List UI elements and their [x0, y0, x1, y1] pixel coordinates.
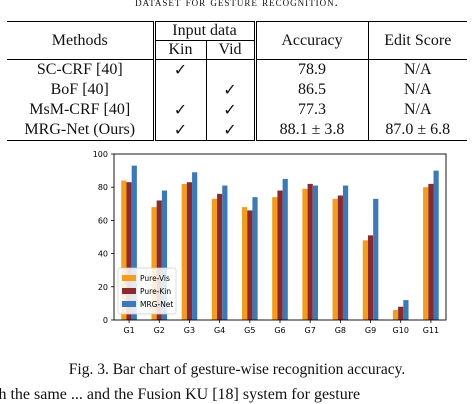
- bar-pure-vis-g11: [423, 187, 429, 320]
- x-tick-label: G8: [335, 326, 346, 335]
- row-method: MRG-Net (Ours): [7, 120, 156, 141]
- table-row: BoF [40] ✓ 86.5 N/A: [7, 80, 467, 100]
- x-tick-label: G3: [184, 326, 195, 335]
- bar-pure-vis-g3: [181, 183, 187, 320]
- table-row: SC-CRF [40] ✓ 78.9 N/A: [7, 59, 467, 80]
- x-tick-label: G6: [274, 326, 285, 335]
- legend-label-pure-kin: Pure-Kin: [140, 287, 171, 296]
- x-tick-label: G2: [154, 326, 165, 335]
- bar-chart: 0 20 40 60 80 100 G1 G2 G3 G4 G5 G6 G7 G8 G9 G10 G11 Pure…: [0, 146, 474, 342]
- y-tick-label: 0: [103, 316, 108, 325]
- header-kin: Kin: [154, 40, 207, 60]
- bar-pure-kin-g3: [186, 182, 193, 320]
- x-tick-label: G7: [305, 326, 316, 335]
- bar-mrg-net-g7: [312, 185, 318, 320]
- bar-pure-kin-g9: [367, 235, 374, 320]
- row-method: MsM-CRF [40]: [7, 100, 156, 120]
- row-edit-score: N/A: [368, 59, 467, 80]
- bar-mrg-net-g11: [433, 170, 439, 320]
- bar-pure-kin-g8: [337, 195, 343, 320]
- x-tick-label: G5: [244, 326, 255, 335]
- bar-pure-kin-g1: [126, 182, 132, 320]
- bar-pure-kin-g6: [277, 190, 283, 320]
- row-kin-check: ✓: [154, 100, 207, 120]
- header-vid: Vid: [206, 40, 257, 60]
- results-table: Methods Input data Accuracy Edit Score K…: [7, 21, 467, 141]
- bar-pure-kin-g11: [428, 183, 434, 320]
- bar-mrg-net-g6: [282, 178, 288, 320]
- row-edit-score: N/A: [403, 81, 432, 98]
- bar-mrg-net-g5: [252, 197, 258, 320]
- bar-chart-svg: 0 20 40 60 80 100 G1 G2 G3 G4 G5 G6 G7 G8 G9 G10 G11 Pure…: [93, 150, 447, 335]
- header-edit-score: Edit Score: [368, 21, 467, 60]
- row-method: SC-CRF [40]: [7, 59, 156, 80]
- body-text-line: th the same ... and the Fusion KU [18] s…: [0, 386, 361, 403]
- bar-pure-kin-g7: [307, 183, 313, 320]
- bar-pure-vis-g5: [242, 207, 248, 320]
- bar-mrg-net-g1: [131, 165, 137, 320]
- y-tick-label: 40: [98, 250, 108, 259]
- bar-mrg-net-g9: [373, 198, 379, 320]
- bar-pure-vis-g2: [151, 207, 157, 320]
- y-tick-label: 100: [93, 150, 108, 159]
- header-methods: Methods: [7, 21, 156, 60]
- bar-mrg-net-g3: [192, 172, 198, 320]
- row-accuracy: 78.9: [255, 59, 369, 80]
- row-accuracy: 88.1 ± 3.8: [255, 120, 369, 141]
- bar-pure-vis-g6: [272, 197, 278, 320]
- bar-pure-vis-g7: [302, 188, 308, 320]
- bar-pure-kin-g5: [247, 210, 253, 320]
- row-vid-check: ✓: [206, 120, 257, 141]
- x-tick-label: G11: [423, 326, 439, 335]
- table-row: MsM-CRF [40] ✓ ✓ 77.3 N/A: [7, 100, 467, 120]
- x-tick-label: G4: [214, 326, 225, 335]
- bar-mrg-net-g8: [342, 185, 349, 320]
- legend-label-pure-vis: Pure-Vis: [140, 274, 170, 283]
- bar-pure-vis-g4: [211, 198, 218, 320]
- legend-label-mrg-net: MRG-Net: [140, 300, 173, 309]
- bar-pure-vis-g8: [332, 198, 338, 320]
- row-kin-check: ✓: [154, 59, 207, 80]
- bar-pure-vis-g1: [121, 180, 127, 320]
- header-input-data: Input data: [154, 21, 257, 41]
- figure-caption: Fig. 3. Bar chart of gesture-wise recogn…: [68, 361, 406, 378]
- row-edit-score: 87.0 ± 6.8: [368, 120, 467, 141]
- bar-mrg-net-g10: [403, 300, 409, 320]
- row-method: BoF [40]: [7, 80, 156, 100]
- row-accuracy: 77.3: [255, 100, 369, 120]
- table-caption: dataset for gesture recognition.: [135, 0, 339, 9]
- row-kin-check: [154, 80, 207, 100]
- x-tick-label: G9: [365, 326, 376, 335]
- bar-pure-kin-g4: [217, 193, 223, 320]
- bar-pure-kin-g10: [398, 306, 404, 320]
- plot-frame: [113, 153, 447, 321]
- x-tick-label: G10: [393, 326, 409, 335]
- y-tick-label: 60: [98, 216, 108, 225]
- bar-mrg-net-g2: [161, 190, 168, 320]
- bar-pure-vis-g9: [362, 240, 368, 320]
- row-edit-score: N/A: [403, 101, 432, 118]
- y-tick-label: 20: [98, 283, 108, 292]
- table-row: MRG-Net (Ours) ✓ ✓ 88.1 ± 3.8 87.0 ± 6.8: [7, 120, 467, 141]
- legend-swatch-pure-kin: [122, 288, 136, 294]
- legend-swatch-pure-vis: [122, 275, 136, 281]
- x-tick-label: G1: [123, 326, 134, 335]
- row-vid-check: ✓: [206, 100, 257, 120]
- row-vid-check: [206, 59, 257, 80]
- y-tick-label: 80: [98, 183, 108, 192]
- bar-pure-kin-g2: [156, 200, 162, 320]
- bar-pure-vis-g10: [392, 310, 399, 320]
- row-kin-check: ✓: [154, 120, 207, 141]
- bar-mrg-net-g4: [222, 185, 228, 320]
- row-accuracy: 86.5: [255, 80, 369, 100]
- legend-swatch-mrg-net: [122, 301, 136, 307]
- row-vid-check: ✓: [206, 80, 257, 100]
- header-accuracy: Accuracy: [255, 21, 369, 60]
